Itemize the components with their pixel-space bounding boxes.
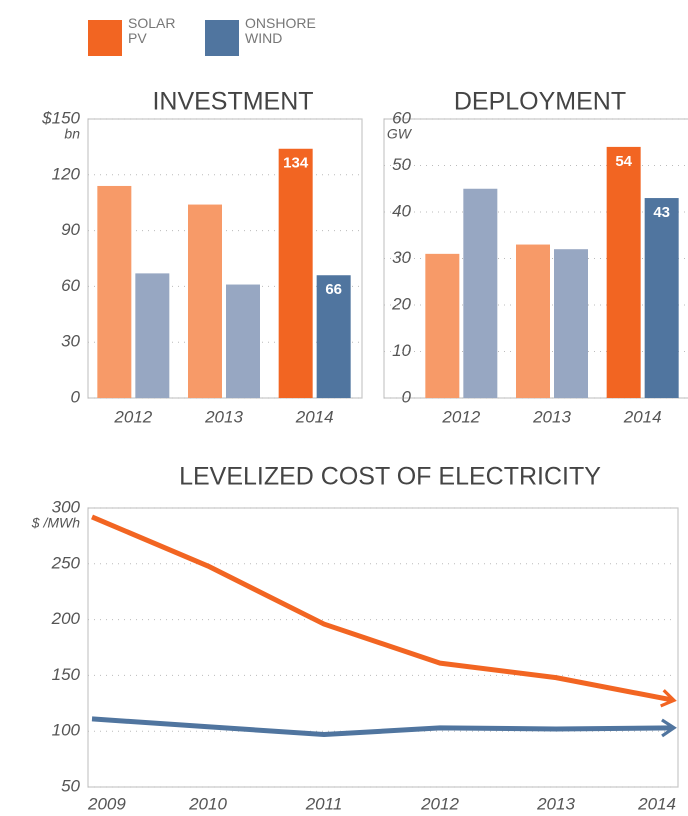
value-label: 54 (615, 153, 632, 170)
bar (97, 185, 132, 398)
x-tick-label: 2012 (113, 407, 152, 426)
y-tick-label: 50 (392, 155, 411, 174)
legend-swatch (205, 20, 239, 56)
y-tick-label: 100 (52, 721, 81, 740)
bar (425, 253, 460, 398)
y-tick-label: 10 (392, 341, 411, 360)
y-tick-label: 60 (61, 276, 80, 295)
chart-title: DEPLOYMENT (454, 88, 626, 116)
y-tick-label: 30 (392, 248, 411, 267)
y-tick-label: $150 (41, 108, 80, 127)
bar (516, 244, 550, 398)
value-label: 134 (283, 155, 309, 172)
x-tick-label: 2009 (87, 794, 126, 813)
bar (463, 188, 498, 398)
x-tick-label: 2014 (295, 407, 334, 426)
y-tick-label: 0 (402, 387, 412, 406)
x-tick-label: 2013 (536, 794, 575, 813)
plot-frame (87, 118, 363, 399)
y-tick-label: 300 (52, 497, 81, 516)
bar (606, 146, 641, 398)
bar (316, 275, 351, 398)
y-unit: bn (64, 126, 80, 142)
bar (644, 198, 679, 398)
bar (135, 273, 170, 398)
y-tick-label: 60 (392, 108, 411, 127)
plot-frame (87, 507, 679, 788)
y-unit: GW (387, 126, 413, 142)
x-tick-label: 2014 (637, 794, 676, 813)
legend-swatch (88, 20, 122, 56)
legend-entry: SOLAR PV (128, 16, 176, 46)
line-series (91, 514, 677, 708)
y-tick-label: 250 (51, 553, 81, 572)
legend-label: SOLAR PV (128, 16, 176, 46)
y-tick-label: 120 (52, 164, 81, 183)
x-tick-label: 2011 (305, 794, 343, 813)
bar (554, 249, 588, 398)
y-tick-label: 150 (52, 665, 81, 684)
y-unit: $ /MWh (31, 515, 80, 531)
y-tick-label: 90 (61, 220, 80, 239)
x-tick-label: 2010 (188, 794, 227, 813)
chart-title: LEVELIZED COST OF ELECTRICITY (179, 463, 601, 491)
bar (278, 148, 313, 398)
value-label: 66 (325, 281, 342, 298)
legend-label: ONSHORE WIND (245, 16, 316, 46)
legend-entry: ONSHORE WIND (245, 16, 316, 46)
line-series (91, 716, 677, 738)
y-tick-label: 40 (392, 201, 411, 220)
y-tick-label: 30 (61, 332, 80, 351)
x-tick-label: 2012 (420, 794, 459, 813)
y-tick-label: 50 (61, 776, 80, 795)
y-tick-label: 0 (71, 387, 81, 406)
value-label: 43 (653, 204, 670, 221)
y-tick-label: 200 (51, 609, 81, 628)
x-tick-label: 2012 (441, 407, 480, 426)
bar (188, 204, 222, 398)
x-tick-label: 2013 (532, 407, 571, 426)
y-tick-label: 20 (391, 294, 411, 313)
x-tick-label: 2014 (623, 407, 662, 426)
chart-title: INVESTMENT (152, 88, 313, 116)
x-tick-label: 2013 (204, 407, 243, 426)
bar (226, 284, 260, 398)
